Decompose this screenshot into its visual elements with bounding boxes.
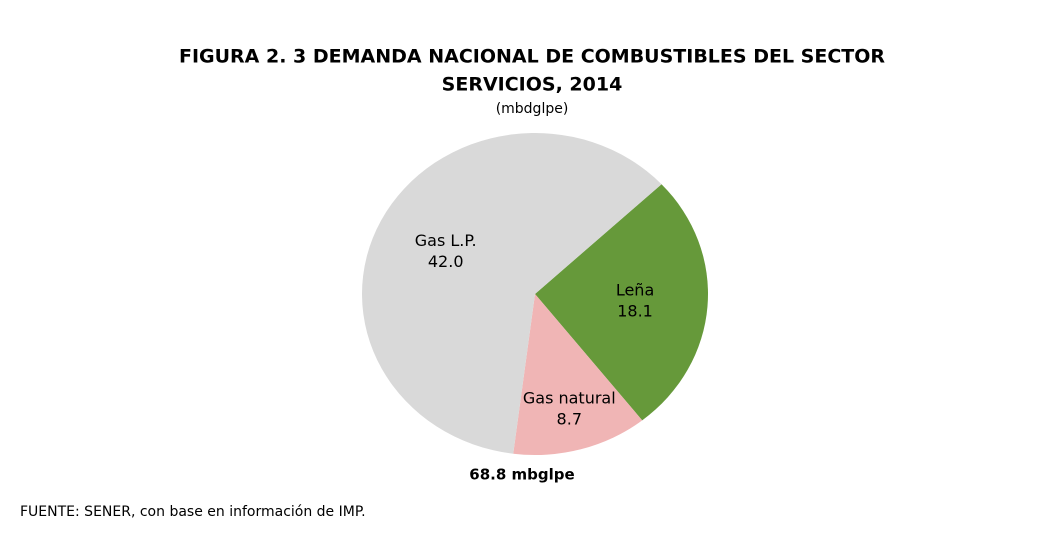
- slice-label: Leña: [616, 281, 654, 300]
- pie-slice: [535, 184, 708, 421]
- slice-label: Gas L.P.: [415, 231, 477, 250]
- chart-title: FIGURA 2. 3 DEMANDA NACIONAL DE COMBUSTI…: [179, 46, 885, 68]
- pie-slice: [361, 132, 662, 454]
- slice-value: 8.7: [557, 409, 582, 428]
- pie: Leña 18.1 Gas natural 8.7 Gas L.P. 42.0: [361, 132, 708, 455]
- pie-slice: [513, 294, 643, 455]
- slice-label: Gas natural: [523, 388, 616, 407]
- slice-value: 18.1: [617, 302, 653, 321]
- chart-title: SERVICIOS, 2014: [442, 74, 623, 96]
- chart-subtitle: (mbdglpe): [496, 101, 569, 117]
- total-label: 68.8 mbglpe: [469, 466, 574, 484]
- source-note: FUENTE: SENER, con base en información d…: [20, 504, 366, 520]
- slice-value: 42.0: [428, 252, 464, 271]
